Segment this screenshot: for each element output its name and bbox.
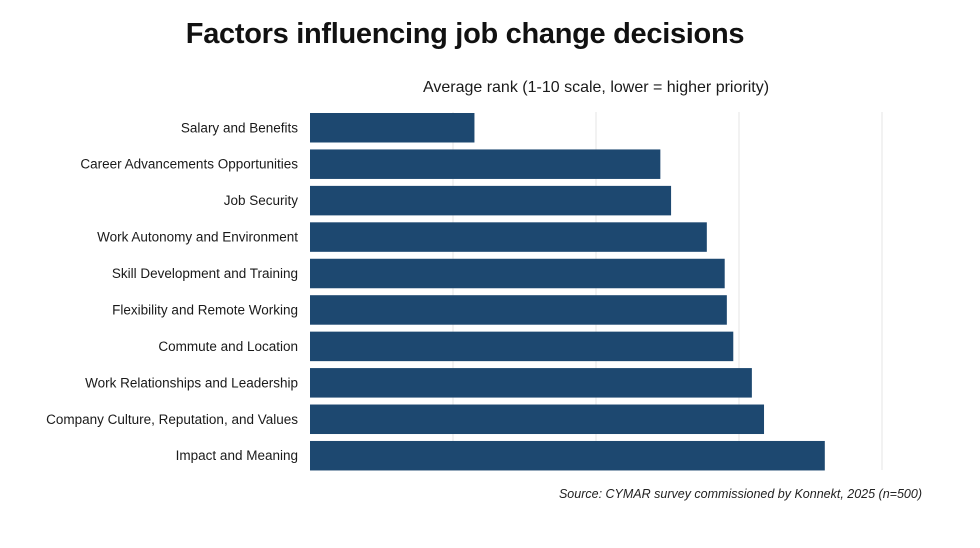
- bar: [310, 295, 727, 325]
- category-label: Work Autonomy and Environment: [97, 230, 298, 245]
- chart-subtitle: Average rank (1-10 scale, lower = higher…: [422, 79, 770, 96]
- category-label: Skill Development and Training: [112, 266, 298, 281]
- bar: [310, 440, 825, 471]
- chart-title: Factors influencing job change decisions: [185, 18, 745, 50]
- category-labels: Salary and Benefits Career Advancements O…: [46, 120, 298, 463]
- bar: [310, 258, 725, 289]
- source-note: Source: CYMAR survey commissioned by Kon…: [558, 487, 922, 501]
- category-label: Work Relationships and Leadership: [85, 375, 298, 390]
- bars: [310, 113, 825, 471]
- bar: [310, 149, 661, 179]
- bar: [310, 368, 752, 398]
- category-label: Commute and Location: [158, 339, 298, 354]
- category-label: Impact and Meaning: [176, 448, 298, 463]
- category-label: Salary and Benefits: [181, 120, 298, 135]
- bar: [310, 331, 734, 362]
- category-label: Career Advancements Opportunities: [80, 157, 298, 172]
- bar: [310, 113, 475, 143]
- category-label: Job Security: [224, 193, 299, 208]
- bar: [310, 222, 707, 252]
- bar: [310, 185, 672, 216]
- category-label: Company Culture, Reputation, and Values: [46, 412, 298, 427]
- bar: [310, 404, 765, 435]
- category-label: Flexibility and Remote Working: [112, 302, 298, 317]
